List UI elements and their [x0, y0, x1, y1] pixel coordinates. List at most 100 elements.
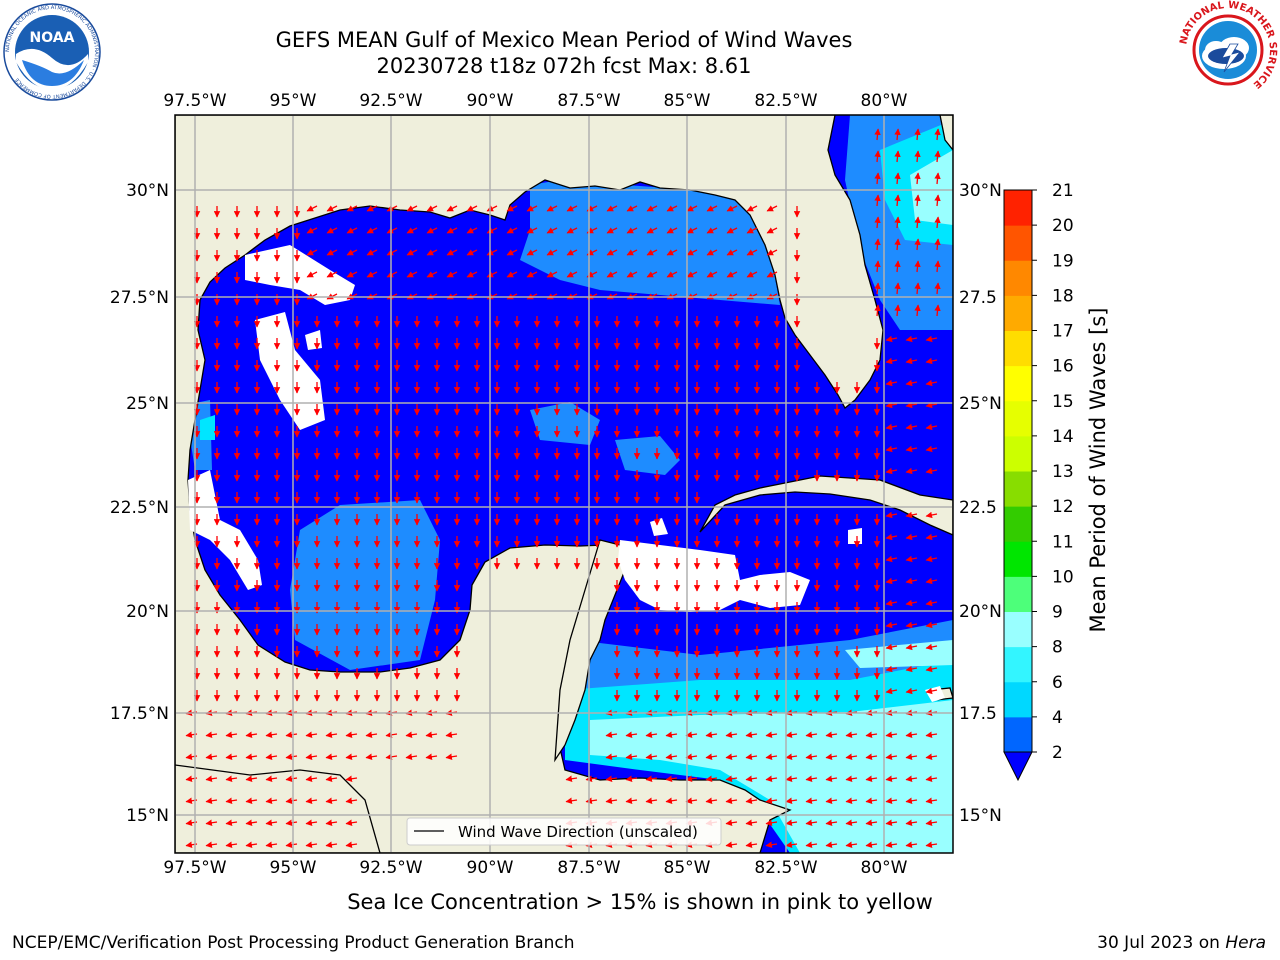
wind-wave-arrow: [225, 775, 238, 782]
wind-wave-arrow: [406, 271, 418, 278]
lon-label-bottom: 87.5°W: [557, 858, 620, 878]
wind-wave-arrow: [894, 194, 901, 207]
wind-wave-arrow: [845, 753, 858, 760]
wind-wave-arrow: [386, 205, 398, 212]
wind-wave-arrow: [745, 819, 758, 826]
wind-wave-arrow: [386, 227, 398, 234]
wind-wave-arrow: [825, 731, 838, 738]
wind-wave-arrow: [325, 797, 338, 804]
colorbar-tick-label: 18: [1052, 286, 1074, 306]
wind-wave-arrow: [865, 841, 878, 848]
wind-wave-arrow: [885, 753, 898, 760]
wind-wave-arrow: [905, 665, 918, 673]
wind-wave-arrow: [905, 621, 918, 629]
wind-wave-arrow: [606, 205, 618, 212]
wind-wave-arrow: [686, 227, 698, 234]
wind-wave-arrow: [726, 205, 738, 212]
wind-wave-arrow: [894, 282, 901, 295]
wind-wave-arrow: [885, 775, 898, 782]
wind-wave-arrow: [885, 687, 898, 695]
wind-wave-arrow: [934, 128, 941, 141]
wind-wave-arrow: [934, 216, 941, 229]
wind-wave-arrow: [666, 249, 678, 256]
wind-wave-arrow: [566, 249, 578, 256]
wind-wave-arrow: [925, 687, 938, 695]
colorbar-tick-label: 14: [1052, 427, 1074, 447]
wind-wave-arrow: [285, 797, 298, 804]
wind-wave-arrow: [305, 797, 318, 804]
wind-wave-arrow: [885, 797, 898, 804]
wind-wave-arrow: [874, 216, 881, 229]
lon-label-bottom: 82.5°W: [754, 858, 817, 878]
wind-wave-arrow: [746, 205, 758, 212]
wind-wave-arrow: [885, 841, 898, 848]
wind-wave-arrow: [745, 775, 758, 782]
wind-wave-arrow: [805, 731, 818, 738]
wind-wave-arrow: [486, 227, 498, 234]
wind-wave-arrow: [546, 227, 558, 234]
wind-wave-arrow: [345, 797, 358, 804]
wind-wave-arrow: [366, 205, 378, 212]
wind-wave-arrow: [934, 238, 941, 251]
wind-wave-arrow: [885, 599, 898, 607]
wind-wave-arrow: [305, 819, 318, 826]
wind-wave-arrow: [365, 731, 378, 738]
wind-wave-arrow: [225, 797, 238, 804]
wind-wave-arrow: [265, 841, 278, 848]
wind-wave-arrow: [665, 797, 678, 804]
wind-wave-arrow: [766, 271, 778, 278]
lon-label-bottom: 92.5°W: [359, 858, 422, 878]
wind-wave-arrow: [265, 731, 278, 738]
colorbar-tick-label: 4: [1052, 708, 1063, 728]
wind-wave-arrow: [905, 753, 918, 760]
wind-wave-arrow: [225, 819, 238, 826]
wind-wave-arrow: [874, 260, 881, 273]
wind-wave-arrow: [825, 775, 838, 782]
wind-wave-arrow: [805, 819, 818, 826]
wind-wave-arrow: [346, 271, 358, 278]
wind-wave-arrow: [506, 205, 518, 212]
wind-wave-arrow: [406, 227, 418, 234]
wind-wave-arrow: [905, 643, 918, 651]
wind-wave-arrow: [785, 797, 798, 804]
wind-wave-arrow: [685, 775, 698, 782]
wind-wave-arrow: [825, 819, 838, 826]
wind-wave-arrow: [925, 665, 938, 673]
wind-wave-arrow: [825, 797, 838, 804]
wind-wave-arrow: [785, 841, 798, 848]
wind-wave-arrow: [666, 271, 678, 278]
missing-data-patches: [188, 245, 945, 702]
wind-wave-arrow: [585, 797, 598, 804]
wind-wave-arrow: [645, 797, 658, 804]
wind-wave-arrow: [346, 249, 358, 256]
wind-wave-arrow: [665, 775, 678, 782]
wind-wave-arrow: [914, 260, 921, 273]
wind-wave-arrow: [325, 819, 338, 826]
wind-wave-arrow: [426, 227, 438, 234]
wind-wave-arrow: [606, 271, 618, 278]
wind-wave-arrow: [245, 775, 258, 782]
wind-wave-arrow: [566, 271, 578, 278]
lat-label-right: 17.5: [959, 704, 997, 724]
wind-wave-arrow: [265, 753, 278, 760]
wind-wave-arrow: [765, 731, 778, 738]
wind-wave-arrow: [925, 533, 938, 541]
wind-wave-arrow: [845, 731, 858, 738]
wind-wave-arrow: [885, 555, 898, 563]
wind-wave-arrow: [486, 249, 498, 256]
wind-wave-arrow: [646, 249, 658, 256]
wind-wave-arrow: [225, 731, 238, 738]
wind-wave-arrow: [346, 205, 358, 212]
wind-wave-arrow: [934, 194, 941, 207]
wind-wave-arrow: [506, 249, 518, 256]
wind-wave-arrow: [245, 753, 258, 760]
wind-wave-arrow: [325, 775, 338, 782]
wind-wave-arrow: [905, 335, 918, 343]
wind-wave-arrow: [925, 335, 938, 343]
wind-wave-arrow: [865, 753, 878, 760]
wind-wave-arrow: [306, 227, 318, 234]
wind-wave-arrow: [425, 753, 438, 760]
wind-wave-arrow: [914, 150, 921, 163]
lon-label-top: 92.5°W: [359, 91, 422, 111]
colorbar: 2 4 6 8 9 10 11 12 13 14 15 16 17 18 19 20 21: [1003, 181, 1074, 782]
